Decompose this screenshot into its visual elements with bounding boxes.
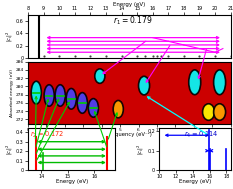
Ellipse shape [139,76,150,95]
X-axis label: Energy (eV): Energy (eV) [55,179,88,184]
Text: $r_1 = 0.179$: $r_1 = 0.179$ [113,15,153,27]
X-axis label: Energy (eV): Energy (eV) [179,179,211,184]
Ellipse shape [95,69,105,83]
Ellipse shape [113,101,123,118]
Ellipse shape [55,85,65,106]
Ellipse shape [31,81,41,104]
Y-axis label: Absorbed energy (eV): Absorbed energy (eV) [10,69,14,117]
Ellipse shape [202,104,215,120]
Ellipse shape [88,99,99,117]
Ellipse shape [214,104,226,120]
Ellipse shape [77,93,87,113]
X-axis label: Energy (eV): Energy (eV) [113,2,145,7]
Ellipse shape [214,70,226,95]
X-axis label: Frequency (eV⁻¹): Frequency (eV⁻¹) [107,132,152,137]
Y-axis label: $|c_i|^2$: $|c_i|^2$ [4,143,15,155]
Y-axis label: $|c_i|^2$: $|c_i|^2$ [136,143,146,155]
Ellipse shape [189,70,201,95]
Text: $r_2 = 0.172$: $r_2 = 0.172$ [30,130,64,140]
Ellipse shape [66,88,76,109]
Y-axis label: $|c_i|^2$: $|c_i|^2$ [4,31,15,42]
Ellipse shape [44,85,54,106]
Text: $r_4 = 0.114$: $r_4 = 0.114$ [184,130,219,140]
